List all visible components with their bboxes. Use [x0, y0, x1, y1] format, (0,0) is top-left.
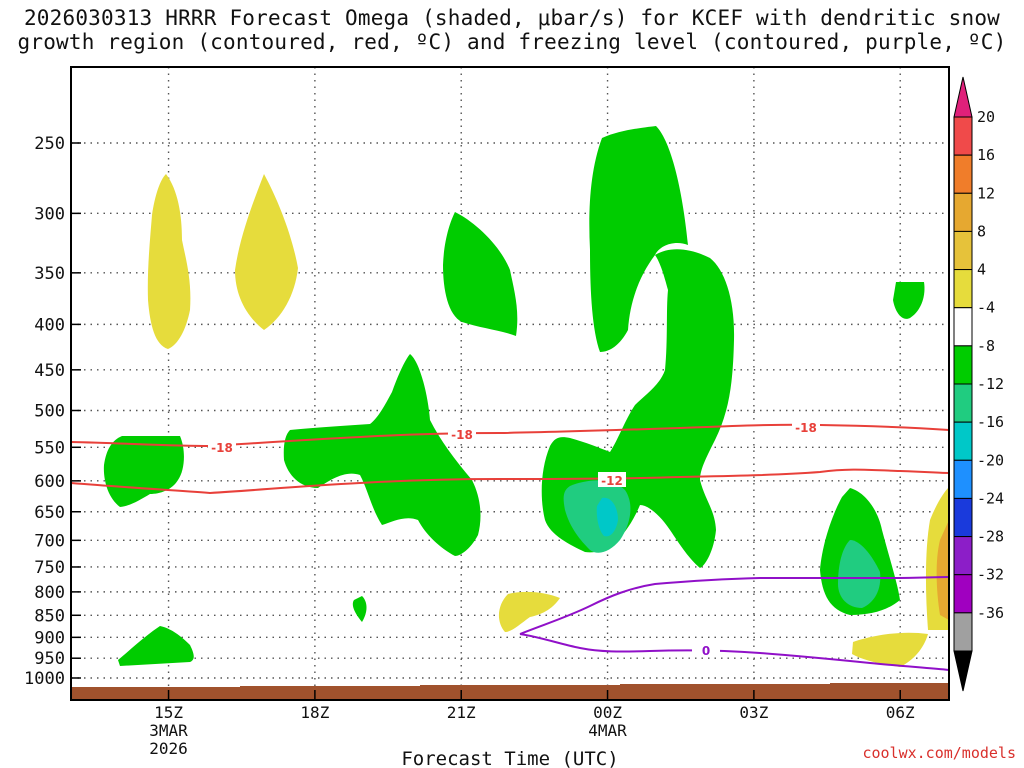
colorbar-label: -4 [977, 299, 995, 317]
x-tick-label: 06Z [886, 703, 915, 722]
dgz-contour-line [70, 468, 950, 495]
x-axis-label: Forecast Time (UTC) [401, 748, 618, 768]
omega-green-region [118, 626, 194, 666]
colorbar-swatch [953, 459, 973, 499]
y-tick-label: 650 [34, 503, 65, 523]
y-tick-label: 950 [34, 649, 65, 669]
colorbar-label: -20 [977, 451, 1004, 469]
dgz-contour-label: -12 [601, 474, 623, 488]
y-tick-label: 600 [34, 472, 65, 492]
terrain-ground [71, 683, 949, 700]
colorbar-label: 16 [977, 146, 995, 164]
colorbar-label: -12 [977, 375, 1004, 393]
colorbar-swatch [953, 574, 973, 614]
omega-yellow-region [235, 174, 298, 330]
omega-green-region [443, 212, 518, 336]
x-tick-label: 00Z [593, 703, 622, 722]
y-tick-label: 550 [34, 438, 65, 458]
omega-teal-region [563, 480, 631, 553]
omega-green-region [283, 354, 481, 556]
y-tick-label: 300 [34, 204, 65, 224]
colorbar-swatch [953, 421, 973, 461]
dgz-contour-label-bg [792, 419, 820, 434]
colorbar-swatch [953, 192, 973, 232]
omega-yellow-region [498, 591, 560, 632]
chart-title-line2: growth region (contoured, red, ºC) and f… [17, 30, 1007, 54]
omega-yellow-region [147, 174, 191, 349]
colorbar-swatch [953, 536, 973, 576]
colorbar-label: -28 [977, 528, 1004, 546]
x-tick-label: 18Z [300, 703, 329, 722]
dgz-contour-label-bg [208, 439, 236, 454]
x-tick-label: 21Z [447, 703, 476, 722]
omega-teal-region [838, 540, 881, 608]
omega-shading [103, 126, 949, 667]
colorbar-swatch [953, 497, 973, 538]
omega-green-region [893, 282, 925, 319]
dgz-contour-label: -18 [451, 428, 473, 442]
credit-link[interactable]: coolwx.com/models [862, 744, 1016, 762]
freezing-level-contours: 0 [519, 576, 950, 671]
x-tick-sublabel: 3MAR [149, 721, 188, 740]
freezing-level-label: 0 [702, 644, 710, 658]
y-tick-label: 800 [34, 583, 65, 603]
colorbar-label: -36 [977, 604, 1004, 622]
colorbar-label: -8 [977, 337, 995, 355]
omega-yellow-region [852, 632, 928, 667]
colorbar-swatch [953, 269, 973, 309]
freezing-level-label-bg [692, 642, 720, 657]
x-tick-sublabel: 4MAR [588, 721, 627, 740]
dgz-contour-label: -18 [211, 441, 233, 455]
colorbar-label: 20 [977, 108, 995, 126]
colorbar-swatch [953, 383, 973, 423]
x-tick-sublabel: 2026 [149, 739, 188, 758]
dgz-contour-label: -18 [795, 421, 817, 435]
y-tick-label: 1000 [24, 669, 65, 689]
freezing-level-line [519, 576, 950, 635]
y-tick-label: 700 [34, 531, 65, 551]
y-tick-label: 450 [34, 361, 65, 381]
colorbar-label: 4 [977, 261, 986, 279]
x-tick-label: 03Z [739, 703, 768, 722]
y-axis: 2503003504004505005506006507007508008509… [24, 134, 81, 689]
omega-orange-region [936, 520, 949, 620]
plot-border [70, 66, 950, 701]
colorbar-top-arrow [953, 76, 973, 118]
y-tick-label: 250 [34, 134, 65, 154]
colorbar: 20 16 12 8 4 -4 -8 -12 -16 -20 -24 -28 -32 -36 [953, 76, 1004, 692]
colorbar-label: 12 [977, 184, 995, 202]
colorbar-swatch [953, 345, 973, 385]
y-tick-label: 850 [34, 606, 65, 626]
chart-title-line1: 2026030313 HRRR Forecast Omega (shaded, … [23, 6, 1001, 30]
colorbar-swatch [953, 612, 973, 652]
colorbar-bottom-arrow [953, 650, 973, 692]
colorbar-label: -32 [977, 566, 1004, 584]
omega-green-region [589, 126, 688, 352]
y-tick-label: 350 [34, 264, 65, 284]
colorbar-swatch [953, 230, 973, 271]
dgz-contour-label-bg [448, 426, 476, 441]
y-tick-label: 500 [34, 402, 65, 422]
colorbar-label: -16 [977, 413, 1004, 431]
dgz-contour-label-bg [598, 472, 626, 487]
y-tick-label: 400 [34, 315, 65, 335]
y-tick-label: 900 [34, 628, 65, 648]
omega-green-region [352, 596, 367, 622]
x-tick-label: 15Z [154, 703, 183, 722]
colorbar-label: -24 [977, 489, 1004, 507]
colorbar-swatch [953, 307, 973, 347]
colorbar-swatch [953, 116, 973, 156]
colorbar-swatch [953, 154, 973, 194]
dgz-contours: -18 -18 -18 -12 [70, 419, 950, 495]
omega-cyan-region [596, 497, 618, 537]
colorbar-label: 8 [977, 222, 986, 240]
y-tick-label: 750 [34, 558, 65, 578]
